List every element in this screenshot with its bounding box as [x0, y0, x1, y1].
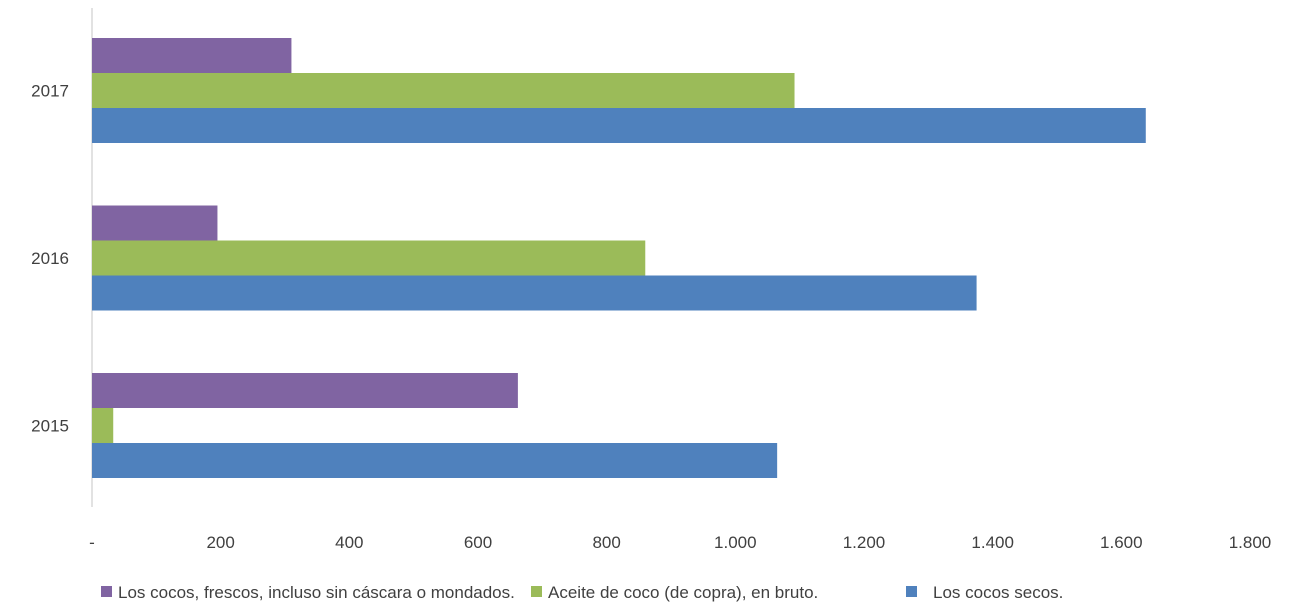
x-axis-tick-labels: - 200 400 600 800 1.000 1.200 1.400 1.600 1.800	[89, 533, 1271, 552]
x-tick-label: -	[89, 533, 95, 552]
x-tick-label: 800	[592, 533, 620, 552]
legend-label: Los cocos, frescos, incluso sin cáscara …	[118, 583, 515, 602]
legend: Los cocos, frescos, incluso sin cáscara …	[101, 583, 1063, 602]
legend-swatch	[101, 586, 112, 597]
legend-swatch	[906, 586, 917, 597]
bar-2015-series-1	[92, 408, 114, 443]
x-tick-label: 200	[206, 533, 234, 552]
bars	[92, 38, 1146, 478]
category-label-2016: 2016	[31, 249, 69, 268]
category-label-2017: 2017	[31, 82, 69, 101]
bar-2016-series-1	[92, 240, 646, 276]
x-tick-label: 600	[464, 533, 492, 552]
bar-2015-series-2	[92, 373, 518, 408]
x-tick-label: 400	[335, 533, 363, 552]
bar-2017-series-2	[92, 38, 292, 73]
x-tick-label: 1.200	[843, 533, 886, 552]
category-label-2015: 2015	[31, 417, 69, 436]
legend-label: Aceite de coco (de copra), en bruto.	[548, 583, 818, 602]
bar-2017-series-0	[92, 108, 1146, 143]
bar-2015-series-0	[92, 443, 778, 478]
x-tick-label: 1.400	[971, 533, 1014, 552]
x-tick-label: 1.800	[1229, 533, 1272, 552]
legend-swatch	[531, 586, 542, 597]
x-tick-label: 1.600	[1100, 533, 1143, 552]
bar-2016-series-2	[92, 205, 218, 241]
category-labels: 2015 2016 2017	[31, 82, 69, 436]
x-tick-label: 1.000	[714, 533, 757, 552]
legend-label: Los cocos secos.	[933, 583, 1063, 602]
bar-2017-series-1	[92, 73, 795, 108]
bar-2016-series-0	[92, 275, 977, 311]
